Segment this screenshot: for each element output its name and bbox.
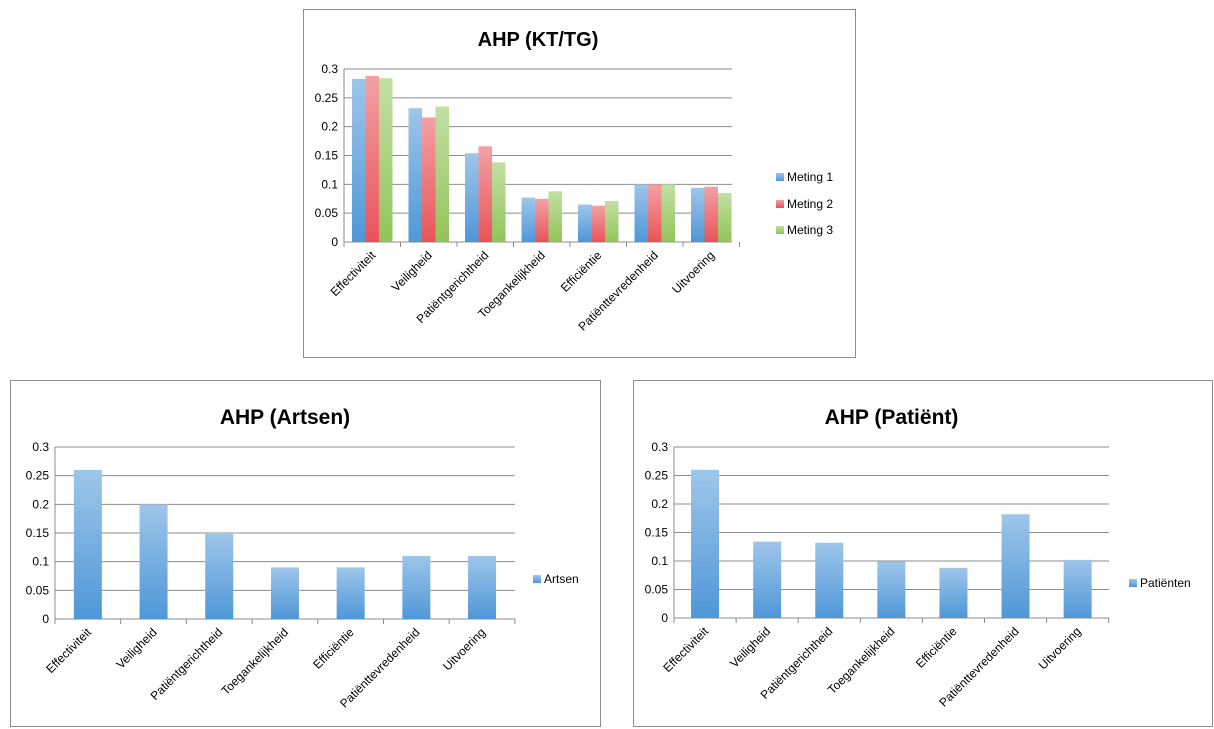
y-tick-label: 0.1 (32, 555, 49, 569)
y-tick-label: 0 (42, 612, 49, 626)
y-tick-label: 0.3 (321, 62, 338, 76)
y-tick-label: 0.25 (315, 91, 339, 105)
legend-swatch (776, 200, 784, 208)
x-tick-label: Uitvoering (440, 625, 488, 673)
y-tick-label: 0.15 (315, 149, 339, 163)
bar (1001, 514, 1030, 618)
bar (753, 541, 782, 618)
y-tick-label: 0.2 (32, 497, 49, 511)
legend-label: Artsen (544, 572, 579, 586)
bar (422, 117, 436, 242)
x-tick-label: Effectiviteit (43, 625, 94, 676)
bar (661, 184, 675, 242)
x-tick-label: Veiligheid (727, 624, 773, 670)
x-tick-label: Toegankelijkheid (218, 625, 291, 698)
bar (379, 78, 393, 242)
bar (435, 106, 449, 242)
bar (139, 504, 168, 619)
y-tick-label: 0.2 (651, 497, 668, 511)
y-tick-label: 0.15 (645, 526, 669, 540)
bar (691, 187, 705, 242)
legend-label: Meting 2 (787, 197, 833, 211)
bar (465, 153, 479, 242)
chart-panel-artsen: AHP (Artsen) 0 0.05 0.1 0.15 0.2 0.25 0.3 Effect… (10, 380, 601, 727)
bar (336, 567, 365, 619)
legend-label: Patiënten (1140, 576, 1191, 590)
bar (718, 192, 732, 242)
bar (704, 186, 718, 242)
x-tick-label: Veiligheid (389, 248, 435, 294)
bar (605, 201, 619, 242)
bar (877, 561, 906, 618)
bar (535, 198, 549, 242)
bar (691, 469, 720, 618)
bar (548, 191, 562, 242)
chart-title: AHP (Patiënt) (825, 406, 959, 429)
bar (939, 567, 968, 618)
legend-label: Meting 1 (787, 170, 833, 184)
chart-artsen: AHP (Artsen) 0 0.05 0.1 0.15 0.2 0.25 0.3 Effect… (26, 406, 579, 711)
chart-title: AHP (KT/TG) (478, 29, 599, 51)
x-tick-label: Uitvoering (669, 248, 717, 296)
legend-swatch (1129, 579, 1137, 587)
legend-swatch (776, 226, 784, 234)
y-tick-label: 0.25 (26, 469, 50, 483)
bar (468, 555, 497, 619)
bar (365, 75, 379, 242)
bar (648, 184, 662, 242)
bar (352, 78, 366, 242)
bar (270, 567, 299, 619)
y-tick-label: 0.1 (651, 554, 668, 568)
bar (634, 184, 648, 242)
x-tick-label: Toegankelijkheid (825, 624, 898, 697)
y-tick-label: 0 (331, 235, 338, 249)
legend-label: Meting 3 (787, 223, 833, 237)
x-tick-label: Efficiëntie (310, 625, 357, 672)
chart-kt-tg: AHP (KT/TG) 0 0.05 0.1 0.15 0.2 0.25 0.3 Effecti… (315, 29, 834, 334)
chart-panel-kt-tg: AHP (KT/TG) 0 0.05 0.1 0.15 0.2 0.25 0.3 Effecti… (303, 9, 856, 358)
chart-patient: AHP (Patiënt) 0 0.05 0.1 0.15 0.2 0.25 0.3 Effec… (645, 406, 1191, 710)
bar (73, 469, 102, 619)
chart-title: AHP (Artsen) (220, 406, 350, 429)
bar (815, 542, 844, 618)
y-tick-label: 0.2 (321, 120, 338, 134)
bar (492, 162, 506, 242)
bar (1063, 559, 1092, 618)
bar (521, 197, 535, 242)
y-tick-label: 0.25 (645, 469, 669, 483)
x-tick-label: Uitvoering (1036, 624, 1084, 672)
y-tick-label: 0 (661, 611, 668, 625)
y-tick-label: 0.1 (321, 177, 338, 191)
bar (205, 533, 234, 619)
x-tick-label: Efficiëntie (913, 624, 960, 671)
x-tick-label: Efficiëntie (558, 248, 605, 295)
x-tick-label: Veiligheid (113, 625, 159, 671)
chart-panel-patient: AHP (Patiënt) 0 0.05 0.1 0.15 0.2 0.25 0.3 Effec… (633, 380, 1213, 727)
y-tick-label: 0.05 (315, 206, 339, 220)
y-tick-label: 0.3 (651, 440, 668, 454)
y-tick-label: 0.05 (26, 583, 50, 597)
x-tick-label: Effectiviteit (660, 624, 711, 675)
y-tick-label: 0.05 (645, 583, 669, 597)
x-tick-label: Patiëntgerichtheid (148, 625, 226, 703)
legend-swatch (533, 575, 541, 583)
x-tick-label: Effectiviteit (328, 248, 379, 299)
legend-swatch (776, 173, 784, 181)
bar (402, 555, 431, 619)
y-tick-label: 0.15 (26, 526, 50, 540)
bar (591, 205, 605, 242)
bar (408, 108, 422, 242)
y-tick-label: 0.3 (32, 440, 49, 454)
bar (478, 146, 492, 242)
bar (578, 204, 592, 242)
